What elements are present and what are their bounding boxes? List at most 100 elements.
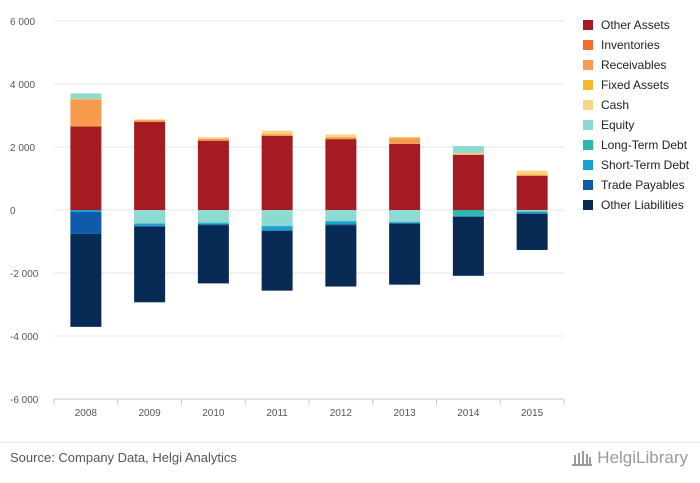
bar-segment-trade-payables-2014 — [452, 216, 484, 217]
legend-label: Long-Term Debt — [601, 138, 688, 152]
y-tick-label: -6 000 — [10, 395, 39, 406]
y-tick-label: -4 000 — [10, 332, 39, 343]
legend-swatch — [583, 20, 593, 30]
library-building-icon — [572, 451, 593, 466]
bar-segment-long-term-debt-2014 — [452, 210, 484, 216]
bar-segment-receivables-2010 — [197, 138, 229, 141]
bar-segment-other-liabilities-2011 — [261, 230, 293, 291]
x-tick-label: 2012 — [330, 408, 353, 419]
bar-segment-other-assets-2012 — [325, 139, 357, 210]
bar-segment-cash-2013 — [389, 136, 421, 138]
bar-segment-short-term-debt-2009 — [134, 223, 166, 226]
x-tick-label: 2010 — [202, 408, 225, 419]
x-tick-label: 2015 — [521, 408, 544, 419]
bar-segment-trade-payables-2008 — [70, 211, 102, 234]
bar-segment-other-liabilities-2010 — [197, 225, 229, 284]
legend-swatch — [583, 120, 593, 130]
bar-segment-short-term-debt-2015 — [516, 211, 548, 214]
bar-segment-other-liabilities-2009 — [134, 226, 166, 303]
bar-segment-fixed-assets-2015 — [516, 174, 548, 175]
bar-segment-other-liabilities-2013 — [389, 223, 421, 285]
legend-label: Cash — [601, 98, 629, 112]
bar-segment-other-liabilities-2015 — [516, 213, 548, 251]
legend-label: Other Assets — [601, 18, 670, 32]
bar-segment-cash-2012 — [325, 134, 357, 137]
x-tick-label: 2013 — [394, 408, 417, 419]
bar-segment-cash-2010 — [197, 137, 229, 139]
bar-segment-equity-2012 — [325, 210, 357, 222]
legend-label: Equity — [601, 118, 634, 132]
logo-text: HelgiLibrary — [597, 448, 688, 467]
y-tick-label: 2 000 — [10, 143, 35, 154]
bar-segment-short-term-debt-2010 — [197, 223, 229, 225]
bar-segment-receivables-2009 — [134, 120, 166, 122]
legend-label: Receivables — [601, 58, 666, 72]
bar-segment-short-term-debt-2011 — [261, 226, 293, 231]
legend-swatch — [583, 100, 593, 110]
bar-segment-other-assets-2014 — [452, 154, 484, 210]
y-tick-label: 6 000 — [10, 17, 35, 28]
x-tick-label: 2011 — [266, 408, 288, 419]
bar-segment-cash-2014 — [452, 152, 484, 154]
bar-segment-other-assets-2010 — [197, 140, 229, 210]
bar-segment-receivables-2013 — [389, 138, 421, 144]
bar-segment-other-liabilities-2008 — [70, 233, 102, 327]
bar-segment-fixed-assets-2010 — [197, 138, 229, 139]
bar-segment-long-term-debt-2013 — [389, 221, 421, 223]
bar-segment-fixed-assets-2013 — [389, 137, 421, 139]
legend-label: Other Liabilities — [601, 198, 684, 212]
bar-segment-equity-2014 — [452, 146, 484, 153]
bar-segment-cash-2011 — [261, 130, 293, 134]
bar-segment-receivables-2008 — [70, 99, 102, 127]
x-tick-label: 2009 — [139, 408, 162, 419]
chart: 6 000 4 000 2 000 0 -2 000 -4 000 -6 000 2008 20… — [10, 17, 690, 419]
legend-label: Inventories — [601, 38, 660, 52]
bar-segment-equity-2011 — [261, 210, 293, 226]
bar-segment-trade-payables-2010 — [197, 224, 229, 226]
bar-segment-cash-2015 — [516, 170, 548, 175]
bar-segment-trade-payables-2015 — [516, 213, 548, 214]
x-tick-label: 2014 — [457, 408, 480, 419]
bar-segment-trade-payables-2013 — [389, 222, 421, 224]
bar-segment-other-liabilities-2012 — [325, 225, 357, 287]
source-note: Source: Company Data, Helgi Analytics — [10, 450, 237, 465]
legend-swatch — [583, 200, 593, 210]
helgi-library-logo[interactable]: HelgiLibrary — [571, 448, 688, 468]
bar-segment-short-term-debt-2013 — [389, 222, 421, 223]
x-tick-label: 2008 — [75, 408, 98, 419]
bar-segment-fixed-assets-2009 — [134, 119, 166, 121]
footer-divider — [0, 442, 700, 443]
legend-swatch — [583, 40, 593, 50]
bar-segment-equity-2010 — [197, 210, 229, 223]
legend-swatch — [583, 60, 593, 70]
bar-segment-long-term-debt-2012 — [325, 221, 357, 222]
bar-segment-long-term-debt-2011 — [261, 225, 293, 227]
bar-segment-other-liabilities-2014 — [452, 216, 484, 276]
bar-segment-other-assets-2011 — [261, 135, 293, 210]
legend-swatch — [583, 140, 593, 150]
bar-segment-other-assets-2009 — [134, 121, 166, 210]
bar-segment-other-assets-2008 — [70, 126, 102, 210]
bar-segment-fixed-assets-2008 — [70, 98, 102, 100]
bar-segment-receivables-2015 — [516, 174, 548, 176]
bar-segment-receivables-2014 — [452, 154, 484, 155]
bar-segment-short-term-debt-2012 — [325, 221, 357, 225]
legend-label: Trade Payables — [601, 178, 685, 192]
y-tick-label: 0 — [10, 206, 16, 217]
bar-segment-equity-2008 — [70, 93, 102, 99]
bar-segment-equity-2013 — [389, 210, 421, 222]
bar-segment-long-term-debt-2009 — [134, 223, 166, 224]
bar-segment-fixed-assets-2014 — [452, 153, 484, 155]
bar-segment-other-assets-2015 — [516, 175, 548, 210]
bar-segment-receivables-2012 — [325, 137, 357, 140]
y-tick-label: 4 000 — [10, 80, 35, 91]
bar-segment-short-term-debt-2008 — [70, 210, 102, 212]
legend-swatch — [583, 160, 593, 170]
bar-segment-fixed-assets-2011 — [261, 133, 293, 135]
bar-segment-equity-2015 — [516, 210, 548, 212]
legend-label: Short-Term Debt — [601, 158, 690, 172]
bar-segment-long-term-debt-2010 — [197, 222, 229, 224]
legend-swatch — [583, 80, 593, 90]
bar-segment-fixed-assets-2012 — [325, 136, 357, 138]
bar-segment-trade-payables-2012 — [325, 224, 357, 226]
